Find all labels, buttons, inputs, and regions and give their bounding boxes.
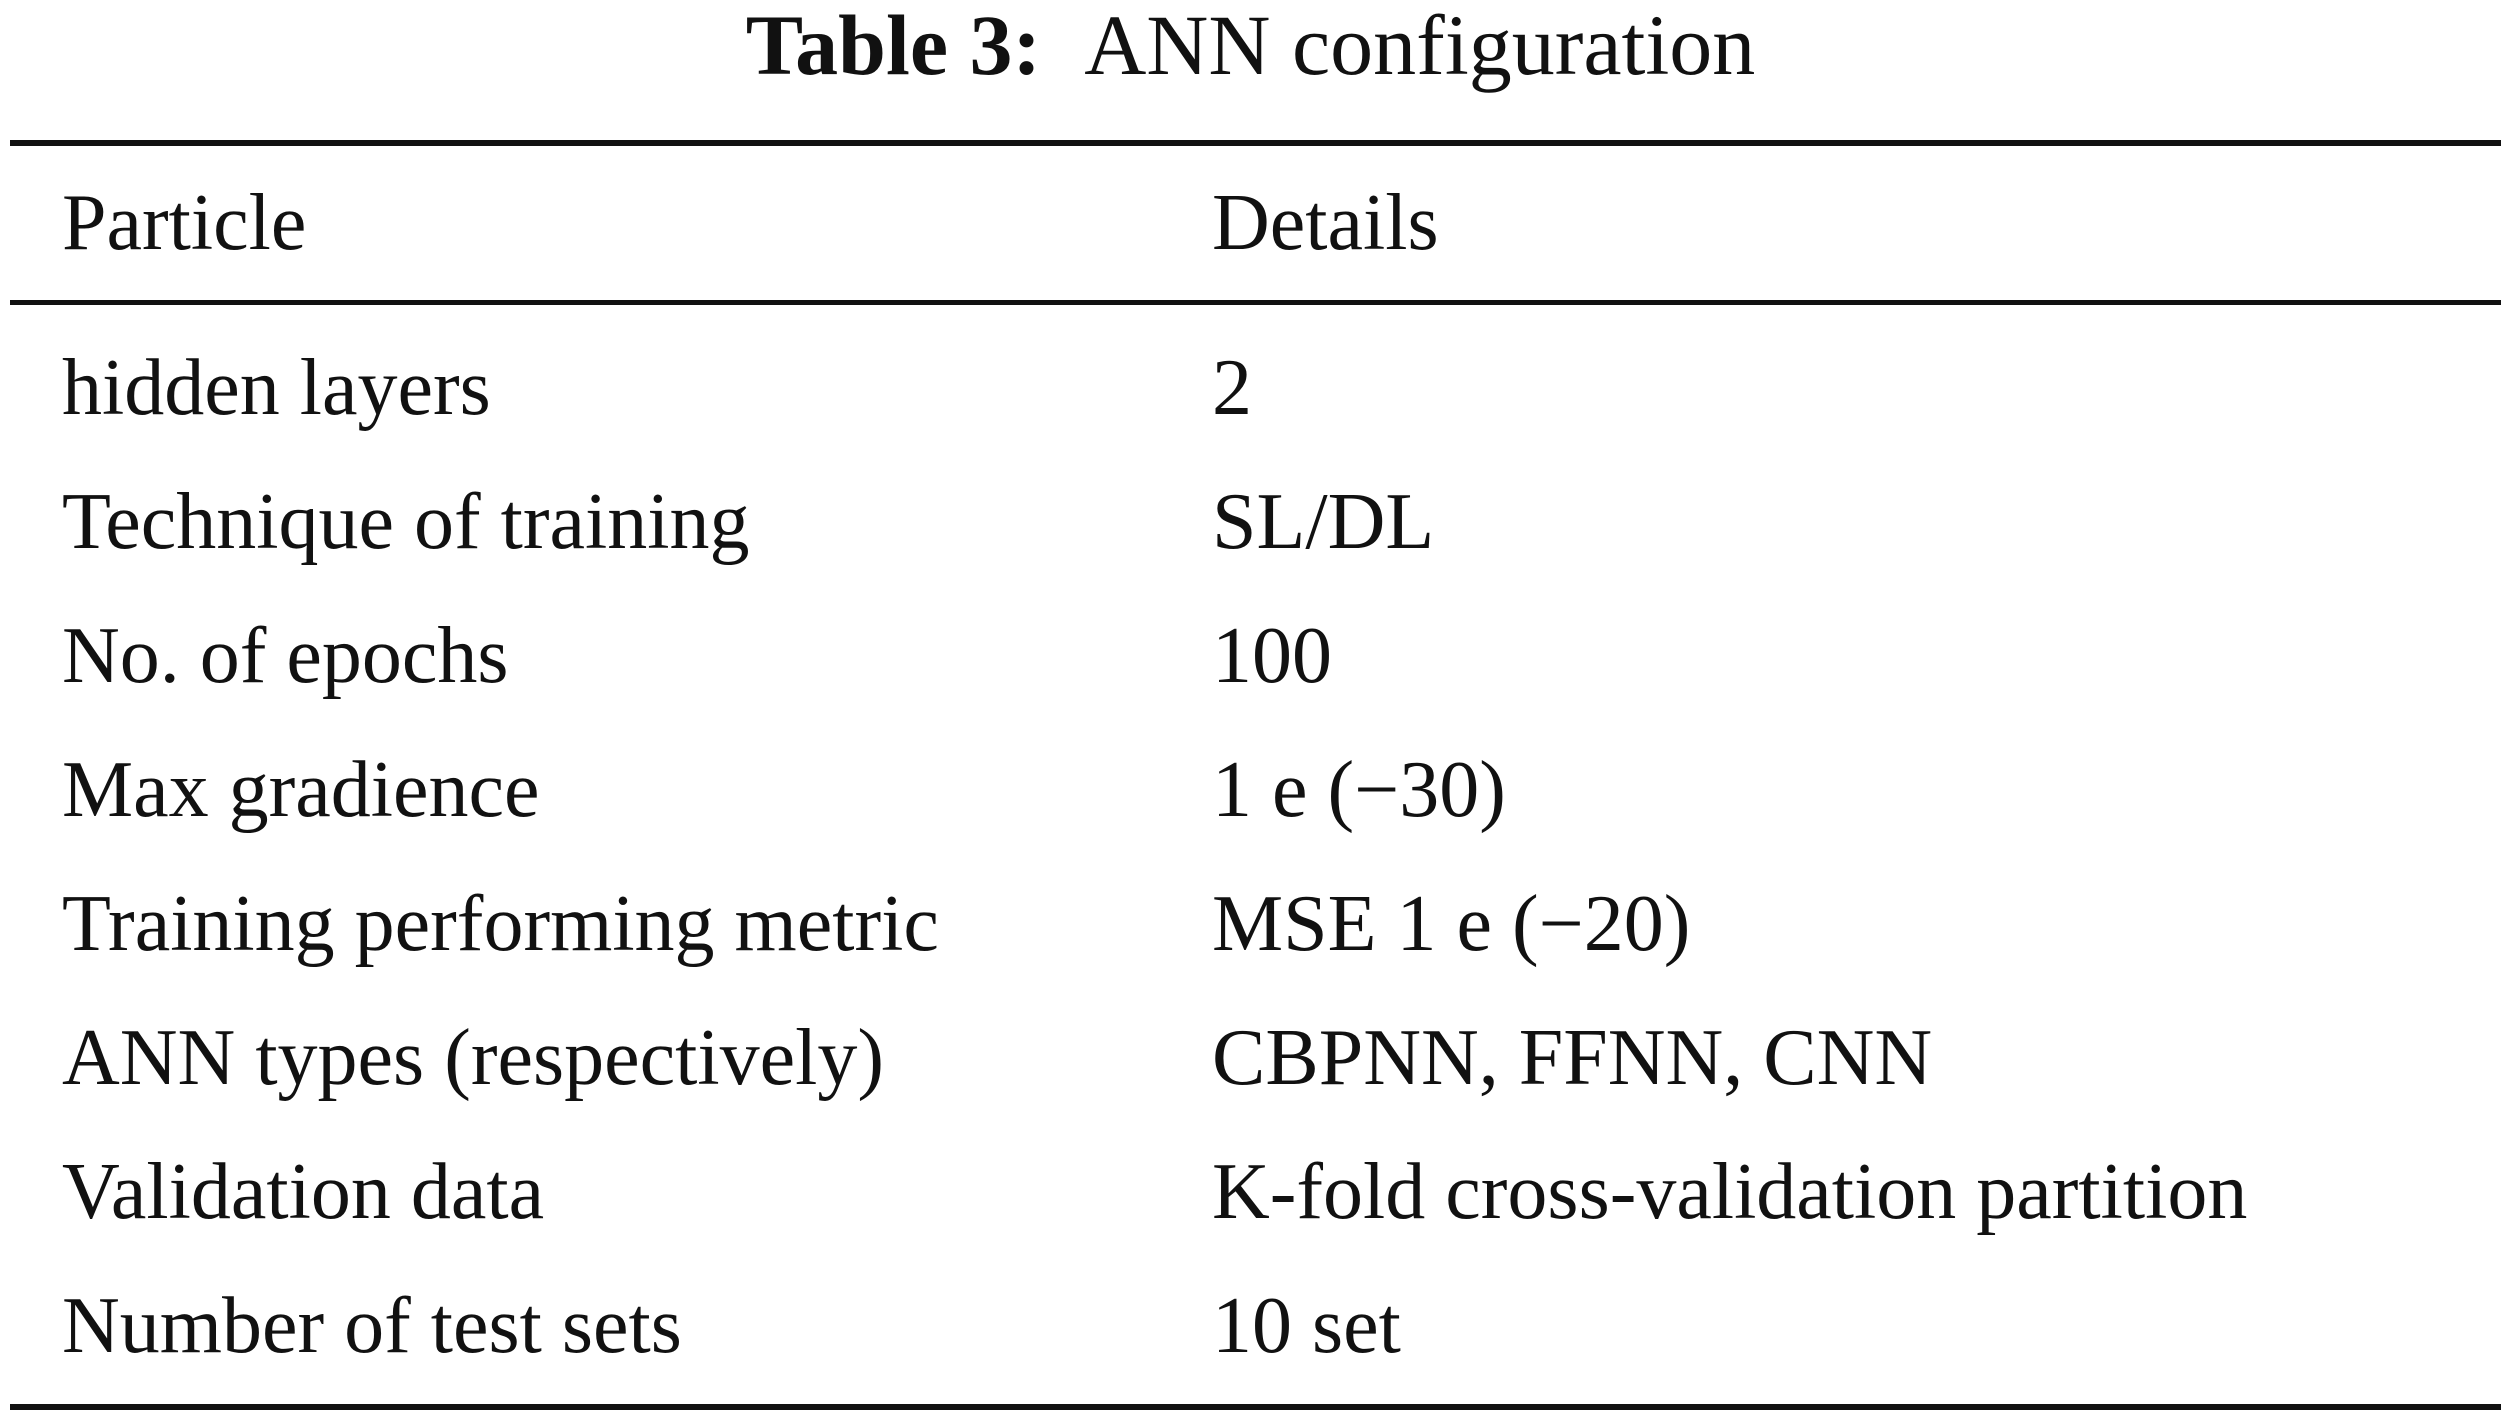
particle-cell: Training performing metric: [62, 880, 939, 968]
column-header-particle: Particle: [62, 179, 307, 267]
table-row: Validation data K-fold cross-validation …: [0, 1132, 2501, 1252]
table-caption: Table 3: ANN configuration: [0, 0, 2501, 90]
details-cell: MSE 1 e (−20): [1212, 880, 1691, 968]
table-row: Max gradience 1 e (−30): [0, 730, 2501, 850]
table-header-row: Particle Details: [0, 163, 2501, 283]
table-row: Training performing metric MSE 1 e (−20): [0, 864, 2501, 984]
details-cell: 1 e (−30): [1212, 746, 1506, 834]
particle-cell: Validation data: [62, 1148, 545, 1236]
particle-cell: hidden layers: [62, 344, 491, 432]
table-row: Technique of training SL/DL: [0, 462, 2501, 582]
table-row: Number of test sets 10 set: [0, 1266, 2501, 1386]
particle-cell: ANN types (respectively): [62, 1014, 884, 1102]
table-row: No. of epochs 100: [0, 596, 2501, 716]
particle-cell: Technique of training: [62, 478, 750, 566]
column-header-details: Details: [1212, 179, 1439, 267]
particle-cell: Max gradience: [62, 746, 540, 834]
details-cell: 100: [1212, 612, 1332, 700]
table-row: ANN types (respectively) CBPNN, FFNN, CN…: [0, 998, 2501, 1118]
particle-cell: Number of test sets: [62, 1282, 682, 1370]
details-cell: SL/DL: [1212, 478, 1435, 566]
bottom-rule: [10, 1404, 2501, 1410]
table-caption-title: ANN configuration: [1084, 0, 1756, 93]
table-row: hidden layers 2: [0, 328, 2501, 448]
table-caption-label: Table 3:: [745, 0, 1042, 93]
details-cell: 10 set: [1212, 1282, 1401, 1370]
details-cell: CBPNN, FFNN, CNN: [1212, 1014, 1933, 1102]
details-cell: K-fold cross-validation partition: [1212, 1148, 2248, 1236]
header-rule: [10, 300, 2501, 305]
top-rule: [10, 140, 2501, 146]
details-cell: 2: [1212, 344, 1252, 432]
particle-cell: No. of epochs: [62, 612, 509, 700]
